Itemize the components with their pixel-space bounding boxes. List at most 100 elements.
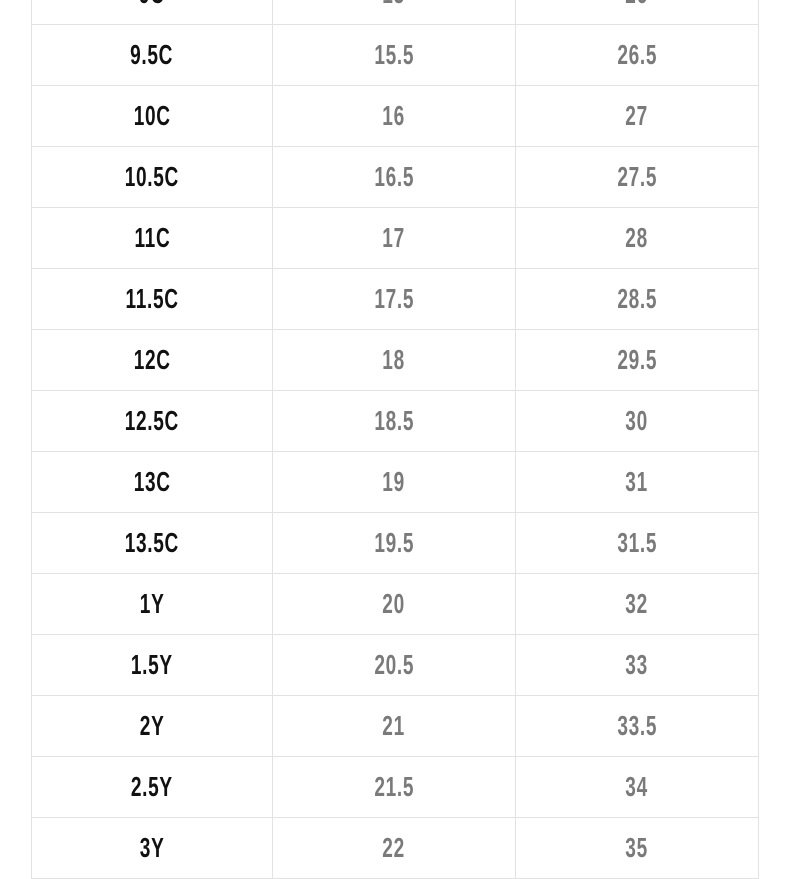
table-row: 3Y 22 35 xyxy=(31,817,759,879)
column-3-cell: 26.5 xyxy=(515,24,759,86)
cell-text: 3Y xyxy=(139,832,165,863)
column-3-cell: 28 xyxy=(515,207,759,269)
cell-text: 20 xyxy=(382,588,406,619)
cell-text: 15.5 xyxy=(374,39,414,70)
cell-text: 19 xyxy=(382,466,406,497)
cell-text: 11C xyxy=(134,222,170,253)
cell-text: 26 xyxy=(626,0,649,10)
cell-text: 27 xyxy=(625,100,649,131)
cell-text: 21.5 xyxy=(374,771,414,802)
column-2-cell: 19.5 xyxy=(272,512,516,574)
cell-text: 20.5 xyxy=(374,649,414,680)
cell-text: 13.5C xyxy=(124,527,180,558)
column-3-cell: 28.5 xyxy=(515,268,759,330)
table-row: 9.5C 15.5 26.5 xyxy=(31,24,759,86)
column-3-cell: 27 xyxy=(515,85,759,147)
size-cell: 11.5C xyxy=(31,268,273,330)
column-2-cell: 21.5 xyxy=(272,756,516,818)
cell-text: 16 xyxy=(382,100,406,131)
cell-text: 31 xyxy=(625,466,649,497)
cell-text: 11.5C xyxy=(125,283,179,314)
cell-text: 18.5 xyxy=(374,405,414,436)
size-cell: 3Y xyxy=(31,817,273,879)
column-2-cell: 16.5 xyxy=(272,146,516,208)
cell-text: 10.5C xyxy=(124,161,180,192)
column-2-cell: 17.5 xyxy=(272,268,516,330)
cell-text: 21 xyxy=(382,710,406,741)
table-row: 10C 16 27 xyxy=(31,85,759,147)
cell-text: 12C xyxy=(133,344,171,375)
table-row: 10.5C 16.5 27.5 xyxy=(31,146,759,208)
column-3-cell: 31 xyxy=(515,451,759,513)
size-chart-table: 9C 15 26 9.5C 15.5 26.5 10C 16 27 10.5C 16.5 27.5 11… xyxy=(31,0,759,879)
cell-text: 32 xyxy=(625,588,649,619)
table-row: 2Y 21 33.5 xyxy=(31,695,759,757)
column-3-cell: 29.5 xyxy=(515,329,759,391)
column-3-cell: 27.5 xyxy=(515,146,759,208)
cell-text: 10C xyxy=(133,100,171,131)
table-row: 9C 15 26 xyxy=(31,0,759,25)
table-row: 11.5C 17.5 28.5 xyxy=(31,268,759,330)
column-2-cell: 15 xyxy=(272,0,516,25)
cell-text: 34 xyxy=(625,771,649,802)
cell-text: 28 xyxy=(625,222,649,253)
table-row: 11C 17 28 xyxy=(31,207,759,269)
size-cell: 2Y xyxy=(31,695,273,757)
size-cell: 9.5C xyxy=(31,24,273,86)
column-2-cell: 18.5 xyxy=(272,390,516,452)
cell-text: 29.5 xyxy=(617,344,657,375)
cell-text: 17.5 xyxy=(374,283,414,314)
table-row: 1Y 20 32 xyxy=(31,573,759,635)
size-cell: 1.5Y xyxy=(31,634,273,696)
size-cell: 10C xyxy=(31,85,273,147)
column-2-cell: 20 xyxy=(272,573,516,635)
table-row: 13C 19 31 xyxy=(31,451,759,513)
cell-text: 30 xyxy=(625,405,649,436)
cell-text: 22 xyxy=(382,832,406,863)
table-row: 12.5C 18.5 30 xyxy=(31,390,759,452)
column-2-cell: 22 xyxy=(272,817,516,879)
size-cell: 11C xyxy=(31,207,273,269)
column-3-cell: 26 xyxy=(515,0,759,25)
size-cell: 1Y xyxy=(31,573,273,635)
cell-text: 9C xyxy=(139,0,165,10)
cell-text: 19.5 xyxy=(374,527,414,558)
column-3-cell: 35 xyxy=(515,817,759,879)
column-3-cell: 33.5 xyxy=(515,695,759,757)
column-3-cell: 32 xyxy=(515,573,759,635)
column-3-cell: 34 xyxy=(515,756,759,818)
cell-text: 12.5C xyxy=(124,405,180,436)
size-cell: 12C xyxy=(31,329,273,391)
cell-text: 1.5Y xyxy=(131,649,173,680)
size-cell: 10.5C xyxy=(31,146,273,208)
cell-text: 13C xyxy=(133,466,171,497)
size-cell: 13C xyxy=(31,451,273,513)
table-row: 12C 18 29.5 xyxy=(31,329,759,391)
size-cell: 2.5Y xyxy=(31,756,273,818)
table-row: 2.5Y 21.5 34 xyxy=(31,756,759,818)
cell-text: 35 xyxy=(625,832,649,863)
column-3-cell: 30 xyxy=(515,390,759,452)
column-2-cell: 20.5 xyxy=(272,634,516,696)
column-3-cell: 31.5 xyxy=(515,512,759,574)
column-2-cell: 17 xyxy=(272,207,516,269)
cell-text: 31.5 xyxy=(617,527,657,558)
cell-text: 15 xyxy=(383,0,406,10)
column-2-cell: 21 xyxy=(272,695,516,757)
cell-text: 1Y xyxy=(139,588,165,619)
cell-text: 26.5 xyxy=(617,39,657,70)
cell-text: 16.5 xyxy=(374,161,414,192)
column-3-cell: 33 xyxy=(515,634,759,696)
column-2-cell: 18 xyxy=(272,329,516,391)
table-row: 13.5C 19.5 31.5 xyxy=(31,512,759,574)
column-2-cell: 16 xyxy=(272,85,516,147)
cell-text: 33 xyxy=(625,649,649,680)
cell-text: 2Y xyxy=(139,710,165,741)
cell-text: 28.5 xyxy=(617,283,657,314)
cell-text: 33.5 xyxy=(617,710,657,741)
size-cell: 12.5C xyxy=(31,390,273,452)
cell-text: 27.5 xyxy=(617,161,657,192)
table-row: 1.5Y 20.5 33 xyxy=(31,634,759,696)
column-2-cell: 19 xyxy=(272,451,516,513)
cell-text: 18 xyxy=(382,344,406,375)
